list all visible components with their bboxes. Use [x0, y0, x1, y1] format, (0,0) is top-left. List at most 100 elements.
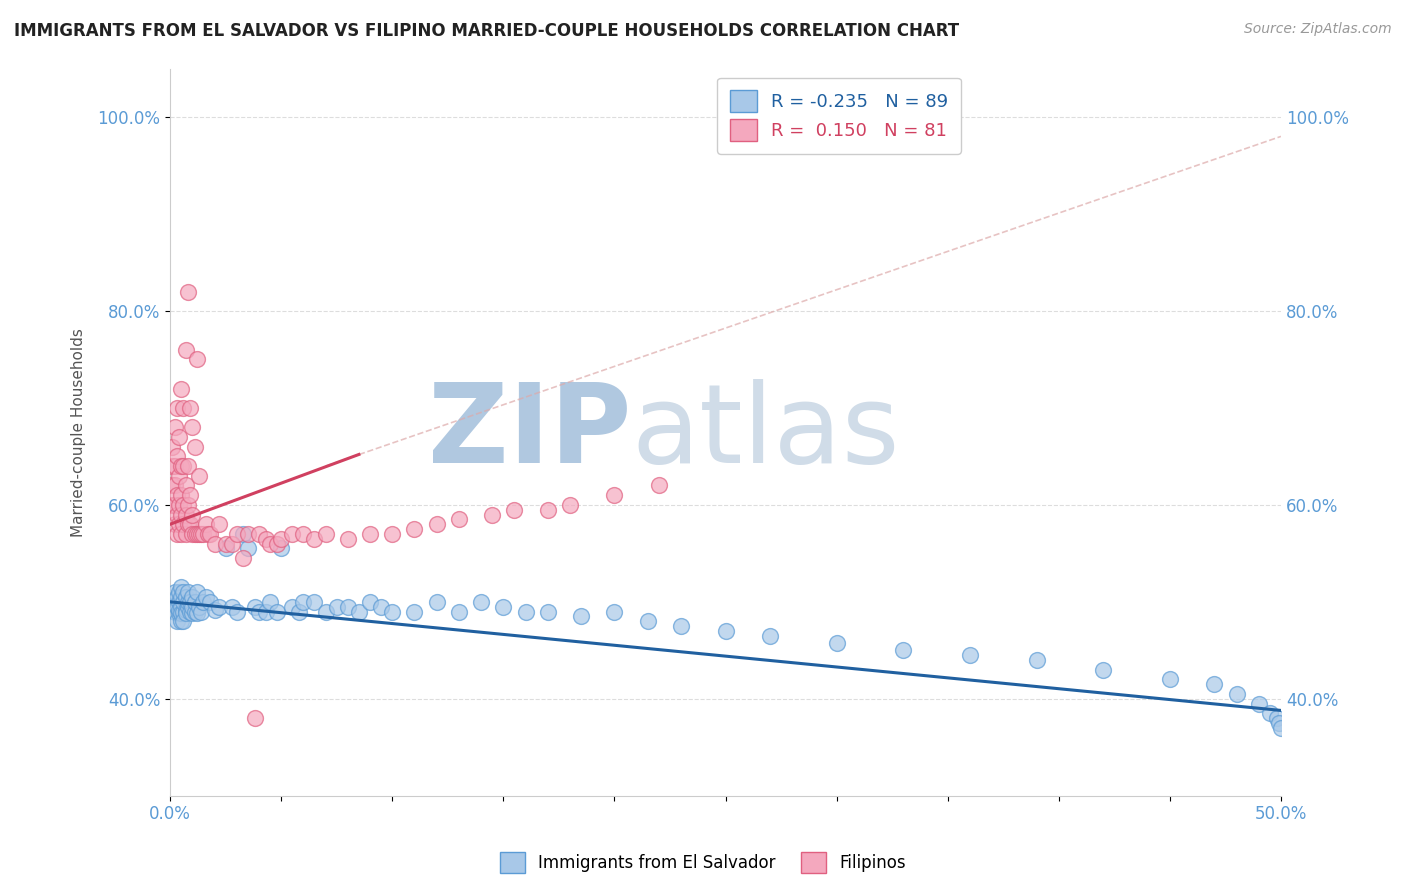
Point [281, 599, 304, 614]
Point [177, 599, 200, 614]
Point [315, 605, 337, 619]
Point [1258, 706, 1281, 721]
Point [198, 595, 221, 609]
Point [292, 595, 315, 609]
Point [162, 595, 184, 609]
Point [637, 614, 659, 628]
Point [172, 595, 194, 609]
Point [163, 459, 186, 474]
Point [172, 614, 194, 628]
Point [208, 599, 231, 614]
Point [177, 517, 200, 532]
Point [188, 599, 211, 614]
Point [243, 711, 266, 725]
Point [181, 420, 204, 434]
Point [186, 527, 208, 541]
Point [325, 599, 347, 614]
Point [179, 401, 201, 415]
Point [167, 498, 190, 512]
Point [1270, 721, 1292, 735]
Point [174, 607, 197, 621]
Point [177, 498, 200, 512]
Point [1247, 697, 1270, 711]
Point [891, 643, 914, 657]
Point [186, 607, 208, 621]
Point [336, 599, 359, 614]
Point [825, 635, 848, 649]
Point [166, 508, 188, 522]
Point [347, 605, 370, 619]
Point [266, 605, 288, 619]
Point [304, 595, 326, 609]
Point [236, 527, 259, 541]
Legend: Immigrants from El Salvador, Filipinos: Immigrants from El Salvador, Filipinos [494, 846, 912, 880]
Point [404, 522, 426, 536]
Point [174, 343, 197, 357]
Point [370, 599, 392, 614]
Point [183, 527, 205, 541]
Point [254, 605, 277, 619]
Point [193, 595, 215, 609]
Point [167, 607, 190, 621]
Point [170, 614, 193, 628]
Legend: R = -0.235   N = 89, R =  0.150   N = 81: R = -0.235 N = 89, R = 0.150 N = 81 [717, 78, 960, 154]
Point [759, 629, 782, 643]
Point [170, 580, 193, 594]
Point [177, 595, 200, 609]
Point [186, 352, 208, 367]
Point [170, 382, 193, 396]
Point [447, 512, 470, 526]
Point [447, 605, 470, 619]
Point [167, 517, 190, 532]
Point [959, 648, 981, 662]
Point [183, 595, 205, 609]
Text: atlas: atlas [631, 378, 900, 485]
Point [537, 605, 560, 619]
Text: IMMIGRANTS FROM EL SALVADOR VS FILIPINO MARRIED-COUPLE HOUSEHOLDS CORRELATION CH: IMMIGRANTS FROM EL SALVADOR VS FILIPINO … [14, 22, 959, 40]
Point [170, 488, 193, 502]
Point [404, 605, 426, 619]
Point [174, 478, 197, 492]
Point [470, 595, 492, 609]
Point [188, 527, 211, 541]
Point [174, 527, 197, 541]
Point [204, 602, 226, 616]
Point [1225, 687, 1247, 701]
Point [193, 527, 215, 541]
Point [166, 450, 188, 464]
Point [270, 541, 292, 556]
Point [190, 527, 212, 541]
Point [1159, 673, 1181, 687]
Point [198, 527, 221, 541]
Point [186, 585, 208, 599]
Point [181, 508, 204, 522]
Point [177, 459, 200, 474]
Point [166, 614, 188, 628]
Point [172, 498, 194, 512]
Point [270, 532, 292, 546]
Point [1092, 663, 1115, 677]
Point [194, 517, 217, 532]
Point [170, 527, 193, 541]
Point [232, 527, 254, 541]
Point [179, 517, 201, 532]
Point [167, 602, 190, 616]
Point [170, 459, 193, 474]
Point [177, 285, 200, 299]
Point [194, 590, 217, 604]
Point [247, 605, 270, 619]
Point [204, 536, 226, 550]
Point [1267, 716, 1289, 731]
Point [304, 532, 326, 546]
Point [179, 595, 201, 609]
Point [503, 502, 526, 516]
Point [714, 624, 737, 638]
Point [172, 605, 194, 619]
Point [179, 605, 201, 619]
Point [221, 536, 243, 550]
Point [208, 517, 231, 532]
Point [167, 468, 190, 483]
Point [163, 420, 186, 434]
Point [181, 599, 204, 614]
Point [183, 440, 205, 454]
